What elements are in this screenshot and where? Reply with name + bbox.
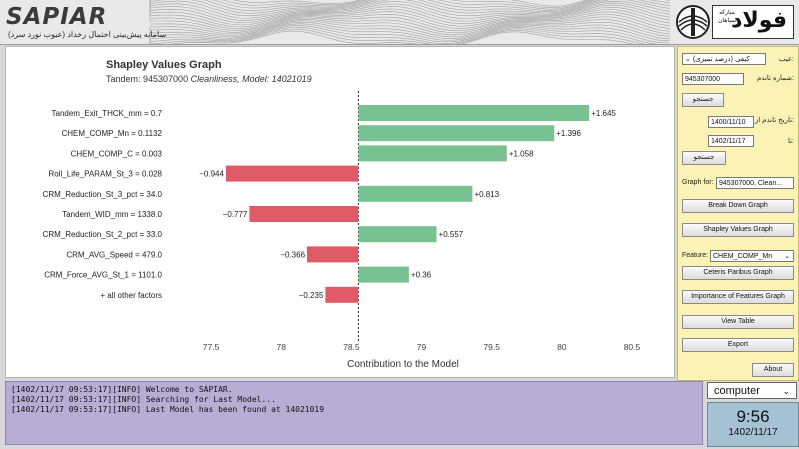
x-tick-label: 78 (276, 342, 286, 352)
date-from-label: تاریخ تاندم از: (754, 117, 794, 124)
x-axis-label: Contribution to the Model (347, 359, 459, 370)
value-label: −0.366 (280, 250, 305, 259)
date-to-label: تا: (787, 138, 794, 145)
category-label: CRM_Reduction_St_3_pct = 34.0 (43, 190, 163, 199)
chart-subtitle-model: Cleanliness, Model: 14021019 (190, 74, 312, 84)
defect-label: عیب: (778, 56, 794, 63)
app-subtitle: سامانه پیش‌بینی احتمال رخداد (عیوب نورد … (8, 30, 167, 39)
feature-select[interactable]: CHEM_COMP_Mn ⌄ (710, 250, 794, 262)
date-from-input[interactable]: 1400/11/10 (708, 116, 754, 128)
user-select[interactable]: computer ⌄ (707, 382, 797, 399)
log-line: [1402/11/17 09:53:17][INFO] Welcome to S… (11, 385, 233, 394)
shapley-chart: Tandem_Exit_THCK_mm = 0.7 +1.645 CHEM_COMP… (43, 91, 641, 370)
header-wave-pattern (149, 0, 671, 44)
view-table-button[interactable]: View Table (682, 315, 794, 329)
app-logo: SAPIAR (6, 4, 108, 30)
clock-time: 9:56 (736, 407, 770, 426)
defect-select[interactable]: ⌄ کیفی (درصد تمیزی) (682, 53, 766, 65)
tandem-number-input[interactable]: 945307000 (682, 73, 744, 85)
defect-select-value: کیفی (درصد تمیزی) (692, 56, 750, 63)
app-header: SAPIAR سامانه پیش‌بینی احتمال رخداد (عیو… (0, 0, 799, 45)
brand-small-text: مبارکه سپاهان (717, 10, 737, 24)
chevron-down-icon: ⌄ (685, 56, 691, 63)
category-label: Roll_Life_PARAM_St_3 = 0.028 (49, 170, 163, 179)
importance-of-features-graph-button[interactable]: Importance of Features Graph (682, 290, 794, 304)
graph-for-select[interactable]: 945307000, Clean... (716, 177, 794, 189)
log-console[interactable]: [1402/11/17 09:53:17][INFO] Welcome to S… (5, 381, 703, 445)
bar-4[interactable] (358, 185, 473, 202)
export-button[interactable]: Export (682, 338, 794, 352)
search-dates-button[interactable]: جستجو (682, 151, 726, 165)
ceteris-paribus-graph-button[interactable]: Ceteris Paribus Graph (682, 266, 794, 280)
value-label: +0.36 (411, 271, 432, 280)
x-tick-label: 80 (557, 342, 567, 352)
log-line: [1402/11/17 09:53:17][INFO] Searching fo… (11, 395, 276, 404)
chart-area: Shapley Values Graph Tandem: 945307000 C… (5, 46, 675, 378)
clock-date: 1402/11/17 (728, 427, 778, 438)
bar-1[interactable] (358, 125, 555, 142)
chart-subtitle-tandem: Tandem: 945307000 (106, 74, 189, 84)
break-down-graph-button[interactable]: Break Down Graph (682, 199, 794, 213)
chevron-down-icon: ⌄ (782, 386, 790, 396)
bar-9[interactable] (325, 286, 359, 303)
x-tick-label: 79 (417, 342, 427, 352)
x-tick-label: 78.5 (343, 342, 360, 352)
search-button[interactable]: جستجو (682, 93, 724, 107)
bar-7[interactable] (307, 246, 359, 263)
date-to-input[interactable]: 1402/11/17 (708, 135, 754, 147)
category-label: Tandem_Exit_THCK_mm = 0.7 (52, 109, 163, 118)
feature-label: Feature: (682, 252, 709, 259)
company-brand-logo: مبارکه سپاهان فولاد (712, 5, 794, 39)
value-label: −0.777 (223, 210, 248, 219)
bar-5[interactable] (249, 206, 359, 222)
company-emblem-icon (676, 5, 710, 39)
category-label: CHEM_COMP_C = 0.003 (71, 149, 163, 158)
category-label: CRM_AVG_Speed = 479.0 (66, 250, 162, 259)
category-label: Tandem_WID_mm = 1338.0 (62, 210, 162, 219)
tandem-number-label: شماره تاندم: (756, 75, 794, 82)
user-name: computer (714, 385, 760, 397)
value-label: −0.944 (199, 170, 224, 179)
category-label: CHEM_COMP_Mn = 0.1132 (61, 129, 162, 138)
chevron-down-icon: ⌄ (784, 253, 790, 260)
value-label: +1.396 (556, 129, 581, 138)
bar-2[interactable] (358, 145, 507, 162)
shapley-values-graph-button[interactable]: Shapley Values Graph (682, 223, 794, 237)
chart-title: Shapley Values Graph (106, 59, 222, 71)
log-line: [1402/11/17 09:53:17][INFO] Last Model h… (11, 405, 325, 414)
bar-6[interactable] (358, 226, 437, 243)
chart-subtitle: Tandem: 945307000 Cleanliness, Model: 14… (106, 74, 312, 84)
graph-for-label: Graph for: (682, 179, 714, 186)
clock-widget: 9:56 1402/11/17 (707, 402, 799, 447)
brand-word: فولاد (731, 8, 787, 33)
bar-0[interactable] (358, 105, 590, 121)
bar-8[interactable] (358, 266, 409, 283)
feature-select-value: CHEM_COMP_Mn (713, 253, 773, 260)
value-label: −0.235 (299, 291, 324, 300)
value-label: +1.645 (591, 109, 616, 118)
bar-3[interactable] (225, 165, 359, 182)
category-label: + all other factors (100, 291, 162, 300)
x-tick-label: 77.5 (203, 342, 220, 352)
value-label: +0.813 (474, 190, 499, 199)
value-label: +1.058 (509, 149, 534, 158)
value-label: +0.557 (439, 230, 464, 239)
x-tick-label: 80.5 (624, 342, 641, 352)
category-label: CRM_Force_AVG_St_1 = 1101.0 (44, 271, 162, 280)
category-label: CRM_Reduction_St_2_pct = 33.0 (43, 230, 163, 239)
control-panel: عیب: ⌄ کیفی (درصد تمیزی) شماره تاندم: 94… (677, 46, 799, 381)
about-button[interactable]: About (752, 363, 794, 377)
x-tick-label: 79.5 (483, 342, 500, 352)
